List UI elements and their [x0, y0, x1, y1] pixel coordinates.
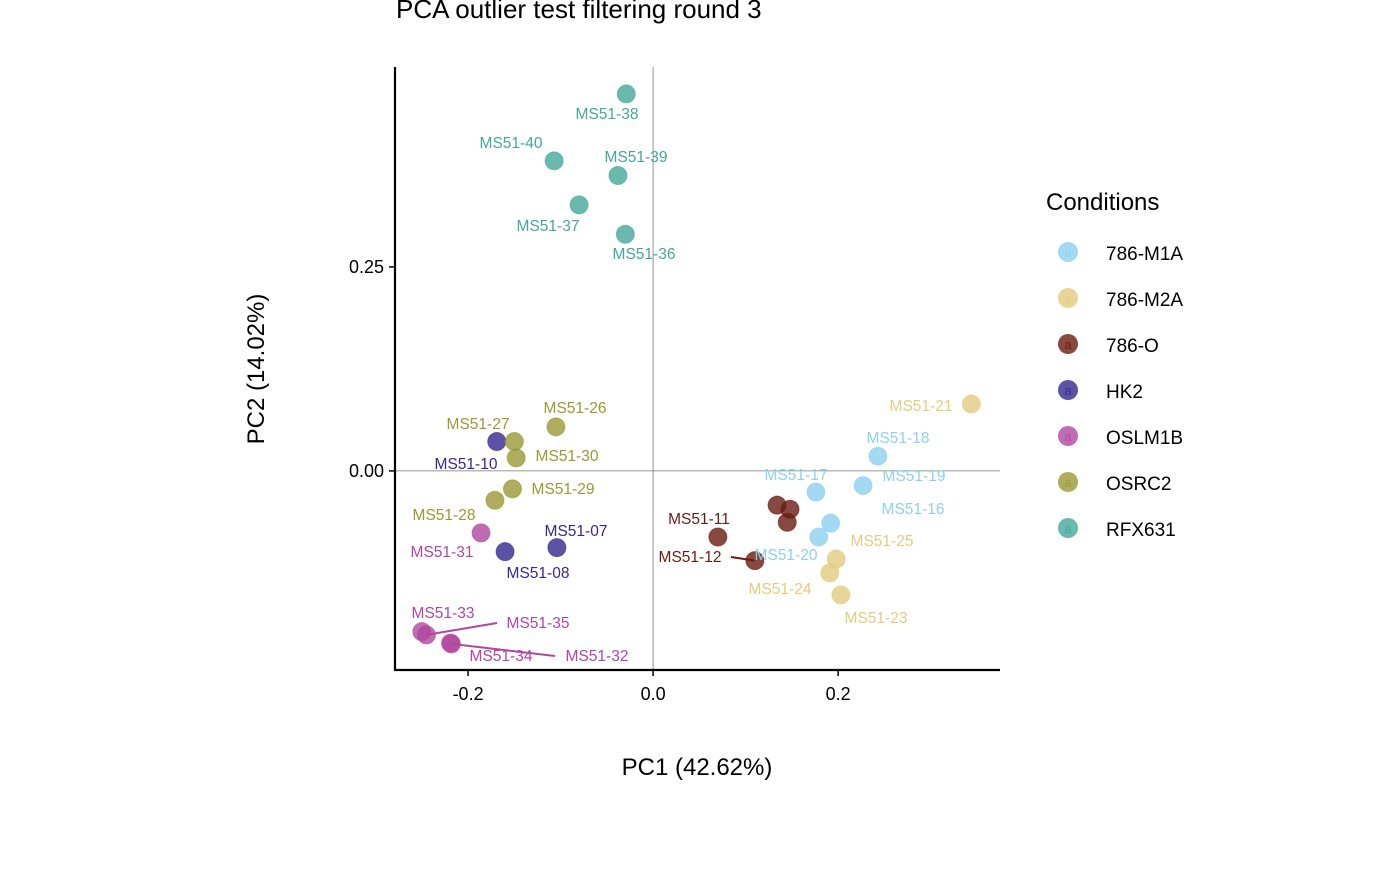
- legend-label: 786-M2A: [1106, 290, 1183, 311]
- point-label: MS51-20: [755, 547, 818, 564]
- label-leader-line: [426, 622, 498, 636]
- data-point-rfx631: [544, 151, 564, 171]
- data-point-786-o: [777, 512, 797, 532]
- data-point-786-m1a: [821, 513, 841, 533]
- point-label: MS51-23: [845, 610, 908, 627]
- data-point-osrc2: [504, 432, 524, 452]
- data-point-rfx631: [615, 224, 635, 244]
- data-point-786-m1a: [868, 446, 888, 466]
- data-point-hk2: [547, 538, 567, 558]
- data-point-rfx631: [608, 166, 628, 186]
- point-label: MS51-24: [749, 581, 812, 598]
- data-point-rfx631: [616, 84, 636, 104]
- legend-key-icon: [1058, 380, 1078, 400]
- y-axis-title: PC2 (14.02%): [243, 294, 270, 445]
- point-label: MS51-16: [882, 501, 945, 518]
- legend-key-icon: [1058, 242, 1078, 262]
- data-point-hk2: [487, 432, 507, 452]
- legend-label: 786-M1A: [1106, 244, 1183, 265]
- data-points: [412, 84, 981, 654]
- point-label: MS51-31: [411, 544, 474, 561]
- legend-key-icon: [1058, 334, 1078, 354]
- data-labels: MS51-18 MS51-19 MS51-17 MS51-16 MS51-20 MS51-…: [411, 106, 953, 665]
- data-point-786-m1a: [806, 482, 826, 502]
- label-leader-line: [451, 642, 556, 657]
- legend-label: HK2: [1106, 382, 1143, 403]
- data-point-786-m1a: [853, 476, 873, 496]
- point-label: MS51-30: [536, 448, 599, 465]
- legend-key-icon: [1058, 426, 1078, 446]
- data-point-hk2: [495, 542, 515, 562]
- chart-title: PCA outlier test filtering round 3: [396, 0, 762, 24]
- legend-key-glyph: a: [1064, 521, 1072, 536]
- legend-key-icon: [1058, 472, 1078, 492]
- legend-label: OSRC2: [1106, 474, 1171, 495]
- legend-item-oslm1b: a OSLM1B: [1058, 426, 1183, 449]
- data-point-oslm1b: [471, 523, 491, 543]
- data-point-rfx631: [569, 195, 589, 215]
- point-label: MS51-29: [532, 481, 595, 498]
- legend-item-rfx631: a RFX631: [1058, 518, 1176, 541]
- data-point-786-m1a: [809, 527, 829, 547]
- point-label: MS51-12: [659, 549, 722, 566]
- legend-key-glyph: a: [1064, 245, 1072, 260]
- point-label: MS51-40: [480, 135, 543, 152]
- label-leader-line: [730, 556, 756, 562]
- point-label: MS51-37: [517, 218, 580, 235]
- legend-item-osrc2: a OSRC2: [1058, 472, 1171, 495]
- point-label: MS51-38: [576, 106, 639, 123]
- legend-item-hk2: a HK2: [1058, 380, 1143, 403]
- legend-item-786-o: a 786-O: [1058, 334, 1159, 357]
- point-label: MS51-08: [507, 565, 570, 582]
- point-label: MS51-19: [883, 468, 946, 485]
- point-label: MS51-27: [447, 416, 510, 433]
- legend-key-glyph: a: [1064, 383, 1072, 398]
- legend-label: 786-O: [1106, 336, 1159, 357]
- point-label: MS51-18: [867, 430, 930, 447]
- data-point-osrc2: [502, 479, 522, 499]
- y-tick-label: 0.00: [349, 461, 384, 481]
- point-label: MS51-07: [545, 523, 608, 540]
- point-label: MS51-39: [605, 149, 668, 166]
- legend-key-icon: [1058, 518, 1078, 538]
- legend-key-glyph: a: [1064, 475, 1072, 490]
- x-tick-label: 0.2: [826, 684, 851, 704]
- data-point-786-m2a: [820, 563, 840, 583]
- data-point-786-m2a: [961, 394, 981, 414]
- point-label: MS51-25: [851, 533, 914, 550]
- x-tick-label: -0.2: [453, 684, 484, 704]
- plot-area: -0.2 0.0 0.20.000.25MS51-18MS51-19MS51-17M…: [349, 67, 1000, 704]
- point-label: MS51-32: [566, 648, 629, 665]
- data-point-osrc2: [485, 490, 505, 510]
- legend-key-glyph: a: [1064, 337, 1072, 352]
- legend: Conditions a 786-M1A a 786-M2A a 786-O a HK2 a OS…: [1046, 189, 1183, 541]
- legend-key-glyph: a: [1064, 429, 1072, 444]
- point-label: MS51-10: [435, 456, 498, 473]
- point-label: MS51-36: [613, 246, 676, 263]
- data-point-osrc2: [506, 448, 526, 468]
- point-label: MS51-11: [668, 511, 730, 528]
- y-tick-label: 0.25: [349, 257, 384, 277]
- legend-key-glyph: a: [1064, 291, 1072, 306]
- data-point-osrc2: [546, 417, 566, 437]
- point-label: MS51-33: [412, 605, 475, 622]
- data-point-786-m2a: [831, 585, 851, 605]
- legend-item-786-m2a: a 786-M2A: [1058, 288, 1183, 311]
- legend-item-786-m1a: a 786-M1A: [1058, 242, 1183, 265]
- legend-key-icon: [1058, 288, 1078, 308]
- point-label: MS51-26: [544, 400, 607, 417]
- legend-label: OSLM1B: [1106, 428, 1183, 449]
- legend-label: RFX631: [1106, 520, 1176, 541]
- point-label: MS51-35: [507, 615, 570, 632]
- x-tick-label: 0.0: [641, 684, 666, 704]
- point-label: MS51-17: [765, 467, 828, 484]
- legend-title: Conditions: [1046, 189, 1159, 216]
- x-axis-title: PC1 (42.62%): [622, 754, 773, 781]
- point-label: MS51-21: [890, 398, 953, 415]
- point-label: MS51-28: [413, 507, 476, 524]
- data-point-786-o: [708, 527, 728, 547]
